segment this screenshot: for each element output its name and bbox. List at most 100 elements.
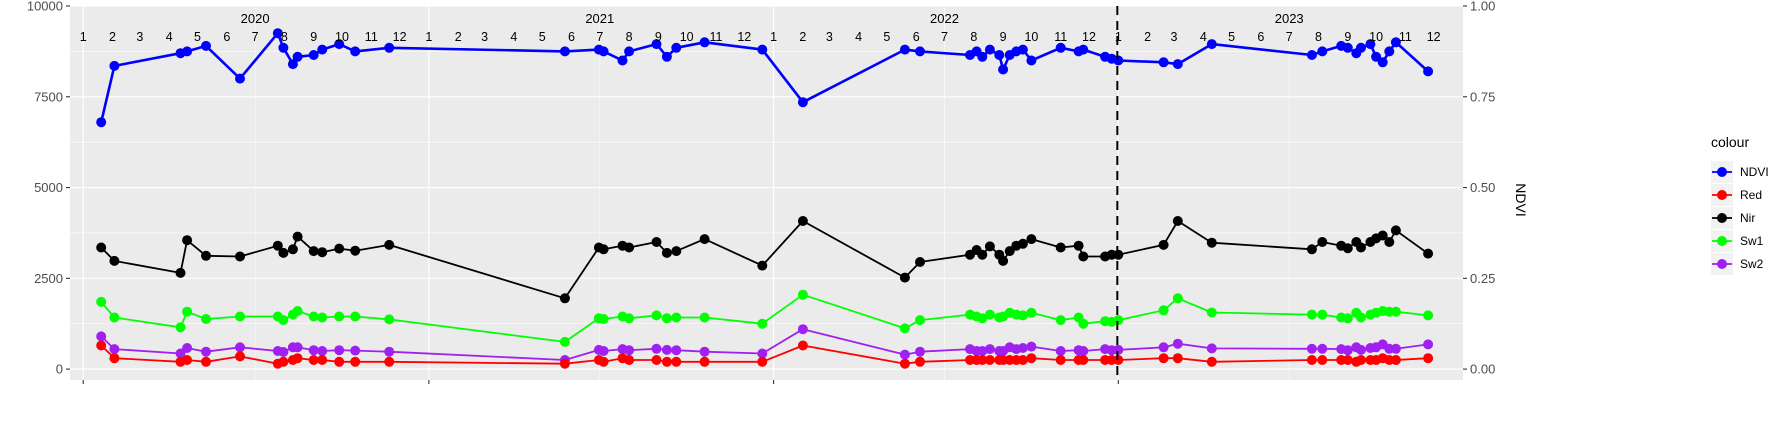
data-point-nir: [1317, 237, 1328, 247]
legend-label-red: Red: [1740, 188, 1762, 202]
data-point-nir: [1342, 243, 1353, 254]
data-point-sw2: [1390, 343, 1401, 354]
month-label: 5: [1228, 30, 1235, 44]
month-label: 3: [136, 30, 143, 44]
data-point-red: [1078, 355, 1089, 365]
data-point-red: [671, 356, 682, 367]
data-point-ndvi: [1317, 46, 1328, 57]
data-point-sw1: [797, 289, 808, 300]
data-point-red: [598, 356, 609, 367]
month-label: 8: [281, 30, 288, 44]
data-point-nir: [1055, 242, 1066, 253]
data-point-red: [651, 355, 662, 365]
data-point-sw1: [1172, 293, 1183, 304]
data-point-ndvi: [661, 51, 672, 62]
month-label: 2: [799, 30, 806, 44]
data-point-sw2: [384, 346, 395, 357]
y2-tick-label: 0.00: [1470, 362, 1495, 377]
month-label: 6: [568, 30, 575, 44]
data-point-sw1: [699, 312, 710, 323]
data-point-ndvi: [1158, 57, 1169, 68]
data-point-nir: [235, 251, 245, 262]
data-point-sw1: [651, 310, 662, 321]
month-label: 7: [252, 30, 259, 44]
month-label: 12: [1427, 30, 1441, 44]
month-label: 12: [393, 30, 407, 44]
data-point-red: [661, 356, 672, 367]
legend-item-nir: Nir: [1711, 207, 1755, 229]
data-point-ndvi: [1017, 44, 1028, 55]
data-point-sw2: [1317, 343, 1328, 354]
legend-item-sw2: Sw2: [1711, 253, 1764, 275]
data-point-ndvi: [182, 46, 193, 57]
legend-point-ndvi: [1717, 167, 1727, 177]
y-tick-label: 7500: [34, 89, 63, 104]
data-point-nir: [559, 293, 570, 304]
series-ndvi: [96, 28, 1434, 128]
data-point-ndvi: [651, 39, 662, 50]
series-sw1: [96, 289, 1434, 347]
y2-tick-label: 0.50: [1470, 180, 1495, 195]
legend-point-nir: [1717, 213, 1727, 223]
data-point-red: [109, 353, 120, 364]
data-point-nir: [899, 272, 910, 283]
data-point-red: [1055, 355, 1066, 365]
data-point-sw1: [384, 314, 395, 325]
month-label: 4: [1200, 30, 1207, 44]
year-label: 2023: [1275, 11, 1304, 26]
data-point-ndvi: [384, 42, 395, 53]
y2-axis-title: NDVI: [1513, 183, 1529, 216]
month-label: 4: [166, 30, 173, 44]
data-point-sw2: [624, 345, 635, 356]
data-point-red: [1342, 355, 1353, 365]
data-point-sw1: [977, 313, 988, 324]
data-point-sw1: [1356, 312, 1366, 323]
month-label: 2: [1144, 30, 1151, 44]
month-labels: 1 2 3 4 5 6 7 8 9 10 11 12 1 2 3 4 5 6 7 8 9 10 11 12 1 2 3 4 5 6 7 8 9 1…: [80, 30, 1441, 44]
data-point-ndvi: [1206, 39, 1217, 50]
data-point-sw1: [109, 312, 120, 323]
data-point-sw1: [1317, 309, 1328, 320]
month-label: 1: [1115, 30, 1122, 44]
data-point-sw1: [1342, 313, 1353, 324]
data-point-nir: [915, 257, 925, 267]
data-point-sw2: [235, 342, 245, 353]
data-point-ndvi: [292, 51, 303, 62]
data-point-red: [182, 355, 193, 365]
data-point-sw2: [1172, 338, 1183, 349]
month-label: 3: [1171, 30, 1178, 44]
data-point-nir: [671, 246, 682, 257]
month-label: 1: [80, 30, 87, 44]
data-point-nir: [1078, 251, 1089, 262]
month-label: 9: [310, 30, 317, 44]
data-point-sw1: [915, 315, 925, 326]
month-label: 10: [1024, 30, 1038, 44]
month-label: 5: [883, 30, 890, 44]
legend-label-nir: Nir: [1740, 211, 1755, 225]
legend-items: NDVI Red Nir Sw1 Sw2: [1711, 161, 1769, 275]
series-red: [96, 340, 1434, 369]
data-point-ndvi: [1423, 66, 1434, 77]
series-sw2: [96, 324, 1434, 365]
data-point-sw1: [1113, 315, 1124, 326]
data-point-sw2: [1423, 339, 1434, 350]
month-label: 7: [596, 30, 603, 44]
data-point-red: [317, 355, 328, 365]
data-point-ndvi: [1113, 55, 1124, 66]
month-label: 5: [539, 30, 546, 44]
data-point-sw2: [977, 346, 988, 356]
data-point-ndvi: [994, 50, 1005, 60]
month-label: 9: [1344, 30, 1351, 44]
plot-panel: [70, 6, 1463, 380]
data-point-sw2: [1026, 341, 1037, 352]
data-point-sw1: [350, 311, 361, 322]
data-point-red: [96, 340, 107, 351]
data-point-nir: [1384, 237, 1395, 247]
data-point-sw1: [559, 336, 570, 347]
data-point-red: [699, 356, 710, 367]
data-point-sw2: [984, 344, 995, 355]
data-point-ndvi: [624, 46, 635, 57]
month-label: 1: [770, 30, 777, 44]
data-point-ndvi: [1390, 37, 1401, 48]
data-point-red: [559, 358, 570, 369]
